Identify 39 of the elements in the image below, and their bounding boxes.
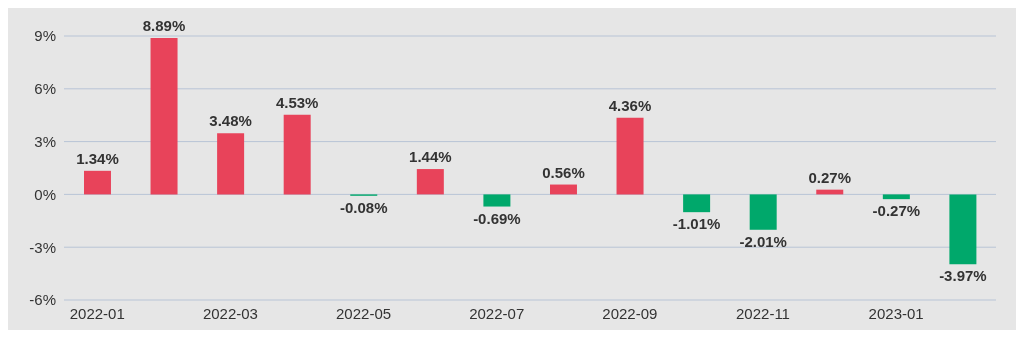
data-label: 3.48% [209,112,252,130]
x-tick-label: 2022-11 [736,304,790,322]
data-label: 4.36% [608,96,652,114]
data-label: 0.56% [542,163,585,181]
bar [217,133,245,195]
bar [949,194,977,265]
x-tick-label: 2022-09 [602,304,658,322]
data-label: -0.08% [339,198,388,216]
bar [416,169,444,195]
bar [549,184,577,195]
y-tick-label: 9% [34,27,56,45]
data-label: 8.89% [142,16,186,34]
data-label: -2.01% [739,232,787,250]
x-tick-label: 2022-03 [202,304,258,322]
y-tick-label: 3% [34,132,56,150]
bar [283,114,311,195]
data-label: 0.27% [808,168,852,186]
data-label: -3.97% [939,267,987,285]
bar [150,37,178,195]
x-tick-label: 2022-07 [469,304,525,322]
bar [749,194,777,230]
y-tick-label: -6% [29,291,56,309]
bar [616,117,644,195]
data-label: 1.34% [76,149,119,167]
x-tick-label: 2023-01 [868,304,924,322]
x-tick-label: 2022-01 [69,304,125,322]
bar [683,194,711,213]
y-tick-label: 0% [34,185,56,203]
bar [83,170,111,195]
x-tick-label: 2022-05 [336,304,392,322]
data-label: -1.01% [672,215,721,233]
y-tick-label: -3% [29,238,56,256]
data-label: 4.53% [275,93,319,111]
y-tick-label: 6% [34,80,56,98]
bar [483,194,511,207]
bar [882,194,910,200]
data-label: -0.69% [473,209,521,227]
data-label: 1.44% [409,148,452,166]
data-label: -0.27% [872,202,921,220]
